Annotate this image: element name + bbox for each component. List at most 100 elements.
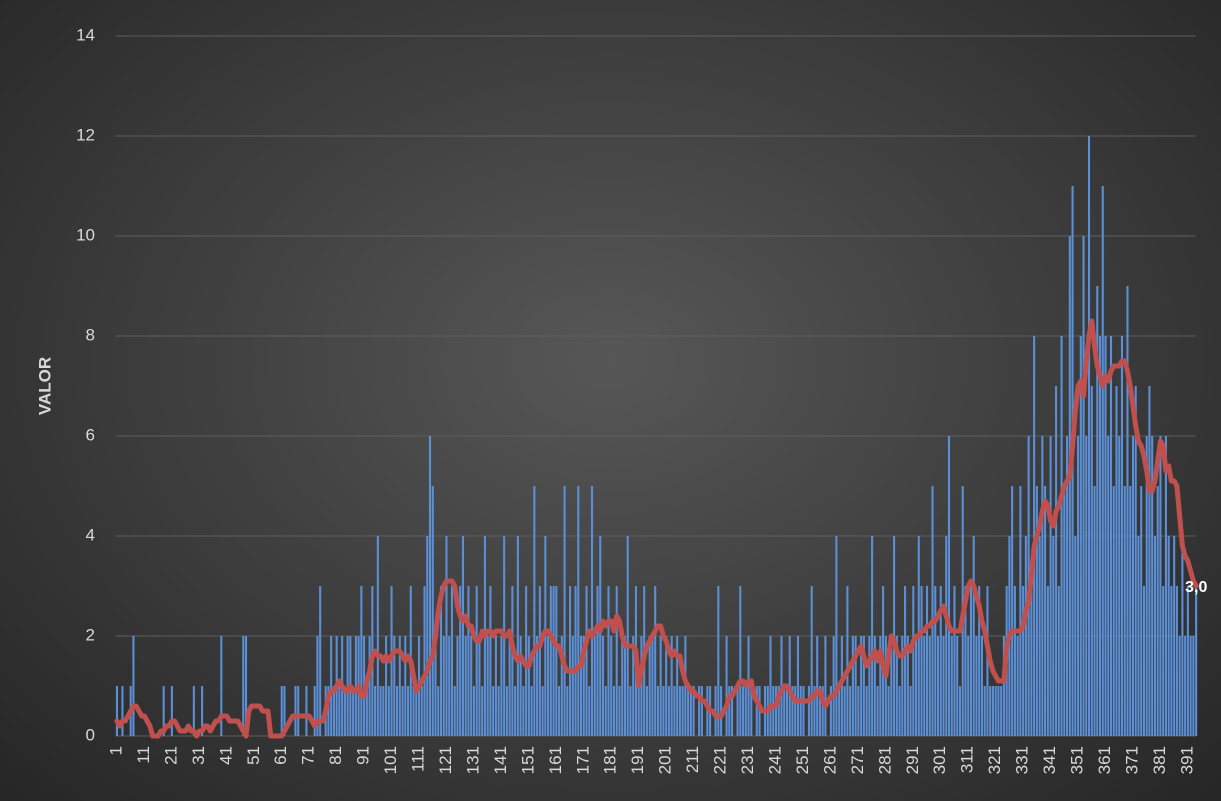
x-tick-label: 21 — [161, 746, 180, 765]
bar — [549, 586, 552, 736]
bar — [398, 636, 401, 736]
bar — [552, 586, 555, 736]
x-tick-label: 1 — [106, 746, 125, 755]
bar — [547, 636, 550, 736]
bar — [132, 636, 135, 736]
bar — [854, 636, 857, 736]
bar — [283, 686, 286, 736]
bar — [599, 536, 602, 736]
bar — [1077, 436, 1080, 736]
bar — [343, 686, 346, 736]
bar — [1164, 436, 1167, 736]
bar — [744, 686, 747, 736]
bar — [516, 536, 519, 736]
bar — [925, 586, 929, 736]
bar — [807, 686, 810, 736]
bar — [530, 686, 533, 736]
bar — [810, 586, 813, 736]
bar — [956, 636, 959, 736]
bar — [939, 586, 942, 736]
bar — [640, 636, 643, 736]
y-tick-label: 10 — [76, 225, 95, 244]
bar — [958, 686, 962, 736]
bar — [942, 636, 945, 736]
bar — [365, 686, 368, 736]
bar — [884, 636, 887, 736]
bar — [838, 686, 841, 736]
bar — [860, 636, 863, 736]
x-tick-label: 221 — [711, 746, 730, 774]
bar — [1189, 636, 1192, 736]
bar — [1104, 336, 1107, 736]
x-tick-label: 101 — [381, 746, 400, 774]
bar — [777, 686, 780, 736]
bar — [681, 686, 684, 736]
x-tick-label: 251 — [793, 746, 812, 774]
x-tick-label: 11 — [134, 746, 153, 764]
bar — [989, 686, 992, 736]
bar — [849, 686, 852, 736]
bar — [980, 636, 983, 736]
bar — [475, 586, 478, 736]
bar — [412, 686, 415, 736]
x-tick-label: 321 — [985, 746, 1004, 774]
bar — [585, 586, 588, 736]
bar — [574, 586, 577, 736]
bar — [796, 636, 800, 736]
bar — [972, 536, 975, 736]
x-tick-label: 331 — [1013, 746, 1032, 774]
bar — [983, 686, 986, 736]
bar — [1068, 236, 1071, 736]
bar — [387, 686, 390, 736]
bar — [1093, 486, 1096, 736]
bar — [739, 586, 742, 736]
x-tick-label: 271 — [848, 746, 867, 774]
bar — [1151, 436, 1154, 736]
bar — [821, 686, 824, 736]
bar — [1145, 436, 1148, 736]
bar — [1049, 436, 1052, 736]
bar — [467, 586, 470, 736]
bar — [332, 686, 335, 736]
x-tick-label: 41 — [216, 746, 235, 765]
bar — [1096, 286, 1099, 736]
x-tick-label: 171 — [573, 746, 592, 774]
bar — [816, 636, 819, 736]
bar — [338, 686, 341, 736]
bar — [689, 686, 692, 736]
bar — [1090, 386, 1093, 736]
bar — [936, 636, 940, 736]
bar — [1074, 536, 1077, 736]
bar — [1148, 386, 1151, 736]
bar — [923, 636, 926, 736]
y-tick-label: 4 — [86, 525, 95, 544]
bar — [514, 686, 517, 736]
bar — [1044, 486, 1047, 736]
bar — [115, 686, 119, 736]
x-tick-label: 301 — [930, 746, 949, 774]
bar — [1046, 586, 1049, 736]
bar — [522, 686, 525, 736]
bar — [428, 436, 432, 736]
x-tick-label: 121 — [436, 746, 455, 774]
bar — [481, 686, 484, 736]
x-tick-label: 81 — [326, 746, 345, 765]
bar — [934, 586, 937, 736]
bar — [538, 586, 541, 736]
x-tick-label: 351 — [1068, 746, 1087, 774]
bar — [629, 686, 632, 736]
bar — [846, 586, 849, 736]
bar — [1079, 336, 1082, 736]
bar — [626, 536, 629, 736]
bar — [717, 586, 720, 736]
bar — [843, 686, 846, 736]
bar — [1055, 386, 1058, 736]
bar — [818, 686, 821, 736]
bar — [294, 686, 297, 736]
bar — [244, 636, 248, 736]
bar — [511, 586, 514, 736]
bar — [953, 586, 956, 736]
bar — [1038, 536, 1041, 736]
